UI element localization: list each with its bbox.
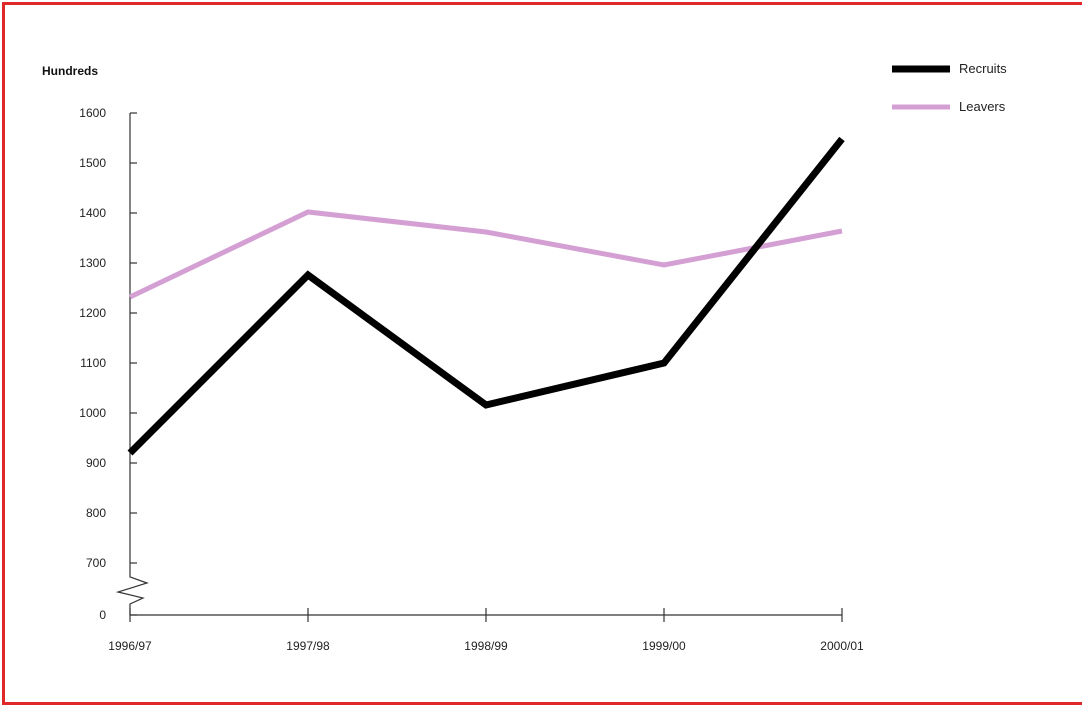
x-tick-label: 2000/01 (820, 639, 864, 653)
axes: 0 700 800 900 1000 1100 1200 1300 1400 1500 1600 19… (79, 106, 864, 653)
x-tick-label: 1997/98 (286, 639, 330, 653)
y-tick-label: 900 (86, 456, 106, 470)
y-tick-label: 1300 (79, 256, 106, 270)
y-tick-label: 700 (86, 556, 106, 570)
y-tick-label: 1100 (80, 356, 106, 370)
x-tick-label: 1996/97 (108, 639, 152, 653)
y-tick-label: 1500 (79, 156, 106, 170)
legend-label-leavers: Leavers (959, 99, 1006, 114)
y-tick-label: 800 (86, 506, 106, 520)
x-tick-label: 1999/00 (642, 639, 686, 653)
recruits-line (127, 136, 845, 456)
series-group (127, 136, 845, 456)
legend-label-recruits: Recruits (959, 61, 1007, 76)
y-tick-label: 1000 (79, 406, 106, 420)
y-axis-line (115, 113, 149, 615)
y-tick-label: 1600 (79, 106, 106, 120)
leavers-line (128, 209, 843, 300)
y-axis-title: Hundreds (42, 64, 98, 78)
y-tick-label: 0 (99, 608, 106, 622)
legend: Recruits Leavers (892, 61, 1007, 114)
y-tick-label: 1200 (79, 306, 106, 320)
x-tick-label: 1998/99 (464, 639, 508, 653)
y-tick-label: 1400 (79, 206, 106, 220)
